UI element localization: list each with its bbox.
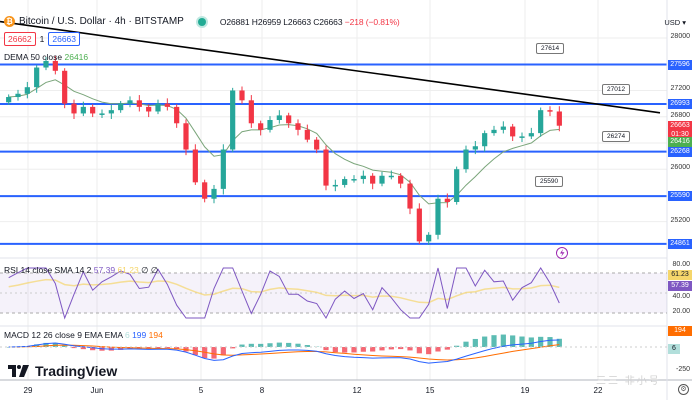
time-tick: 29: [23, 386, 33, 395]
rsi-tick: 40.00: [672, 293, 690, 300]
rsi-title: RSI 14 close SMA 14 2: [4, 265, 92, 275]
rsi-sma-value: 61.23: [117, 265, 139, 275]
macd-title: MACD 12 26 close 9 EMA EMA: [4, 330, 123, 340]
rsi-tick: 80.00: [672, 261, 690, 268]
chart-legend: ₿ Bitcoin / U.S. Dollar · 4h · BITSTAMP …: [4, 16, 400, 27]
dema-value: 26416: [64, 52, 89, 62]
rsi-extra-2: ∅: [150, 265, 159, 275]
price-tag: 24861: [668, 238, 692, 249]
candlesticks: [6, 55, 562, 245]
macd-value: 199: [132, 330, 147, 340]
low-value: L26663: [283, 16, 311, 27]
sell-button[interactable]: 26662: [4, 32, 36, 46]
symbol-title[interactable]: Bitcoin / U.S. Dollar · 4h · BITSTAMP: [19, 16, 184, 27]
price-tag: 25590: [668, 191, 692, 202]
rsi-tag: 57.39: [668, 281, 692, 291]
rsi-tag: 61.23: [668, 270, 692, 280]
tradingview-logo-icon: [8, 365, 29, 377]
price-tick: 26000: [670, 164, 690, 172]
price-callout: 27614: [536, 43, 565, 54]
macd-legend[interactable]: MACD 12 26 close 9 EMA EMA 6 199 194: [4, 330, 163, 340]
price-tick: 27200: [670, 85, 690, 93]
rsi-tick: 20.00: [672, 308, 690, 315]
ohlc-values: O26881 H26959 L26663 C26663 −218 (−0.81%…: [220, 17, 400, 27]
macd-pane: [0, 334, 667, 364]
brand-name: TradingView: [35, 363, 118, 379]
price-callout: 27012: [602, 84, 631, 95]
settings-icon[interactable]: ⚙: [678, 384, 689, 395]
time-tick: Jun: [90, 386, 104, 395]
rsi-legend[interactable]: RSI 14 close SMA 14 2 57.39 61.23 ∅ ∅: [4, 265, 158, 276]
price-tag: 26663 01:30: [668, 120, 692, 140]
macd-hist-value: 6: [124, 330, 130, 340]
bid-ask: 26662 1 26663: [4, 32, 81, 46]
time-tick: 19: [520, 386, 530, 395]
change-value: −218 (−0.81%): [344, 16, 400, 27]
dema-line: [8, 79, 560, 205]
rsi-value: 57.39: [93, 265, 116, 275]
price-tag: 27596: [668, 59, 692, 70]
lightning-icon[interactable]: [556, 247, 568, 259]
price-tick: 28000: [670, 33, 690, 40]
time-tick: 22: [593, 386, 603, 395]
price-tick: 25200: [670, 216, 690, 224]
price-tag: 26416: [668, 136, 692, 147]
time-tick: 15: [425, 386, 435, 395]
open-value: O26881: [219, 16, 250, 27]
watermark: 三三 非小号: [596, 376, 661, 387]
dema-title: DEMA 50 close: [4, 52, 63, 62]
price-callout: 26274: [602, 131, 631, 142]
tradingview-logo[interactable]: TradingView: [8, 363, 117, 379]
rsi-lines: [8, 267, 560, 320]
time-tick: 5: [198, 386, 204, 395]
time-tick: 12: [352, 386, 362, 395]
macd-signal-value: 194: [148, 330, 163, 340]
macd-tag: 194: [668, 326, 692, 336]
market-open-indicator-icon: [197, 17, 206, 26]
spread-value: 1: [39, 34, 45, 44]
price-tick: 26800: [670, 111, 690, 119]
price-tag: 26268: [668, 146, 692, 157]
horizontal-levels[interactable]: [0, 63, 667, 245]
buy-button[interactable]: 26663: [48, 32, 81, 46]
high-value: H26959: [251, 16, 281, 27]
close-value: C26663: [313, 16, 343, 27]
macd-tag: 6: [668, 344, 680, 354]
rsi-extra-1: ∅: [141, 265, 149, 275]
time-tick: 8: [259, 386, 265, 395]
grid-lines: [0, 0, 667, 380]
price-tag: 26993: [668, 99, 692, 110]
trendline[interactable]: [0, 20, 661, 114]
dema-legend[interactable]: DEMA 50 close 26416: [4, 52, 88, 62]
bitcoin-icon: ₿: [4, 16, 15, 27]
macd-tick: -250: [675, 366, 690, 373]
price-callout: 25590: [535, 176, 564, 187]
currency-selector[interactable]: USD ▾: [664, 18, 686, 27]
